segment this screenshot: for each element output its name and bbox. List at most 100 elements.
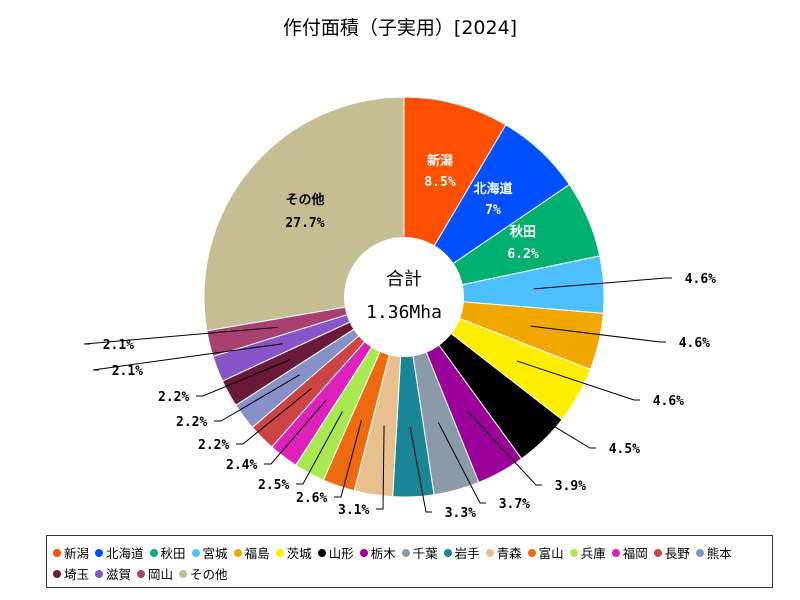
legend-label: 新潟 [64, 546, 90, 561]
legend-item: 岩手 [443, 542, 480, 563]
chart-title: 作付面積（子実用）[2024] [283, 17, 517, 39]
slice-value-label: 8.5% [424, 175, 455, 190]
legend-dot-icon [53, 548, 61, 557]
legend-dot-icon [95, 569, 104, 578]
slice-value-label: 4.6% [679, 336, 710, 351]
slice-value-label: 2.1% [103, 338, 134, 353]
slice-value-label: 3.1% [338, 503, 369, 518]
legend-dot-icon [527, 548, 536, 557]
legend-label: 岡山 [148, 567, 174, 582]
leader-line [409, 426, 432, 513]
leader-line [494, 389, 596, 449]
legend-dot-icon [95, 548, 104, 557]
legend-dot-icon [191, 548, 200, 557]
leader-line [236, 387, 312, 445]
leader-line [196, 359, 291, 397]
leader-line [334, 419, 362, 498]
label-leaders [83, 277, 672, 513]
legend-item: 埼玉 [53, 563, 89, 584]
legend-item: 茨城 [275, 542, 312, 563]
legend-item: 兵庫 [569, 542, 606, 563]
leader-line [83, 326, 278, 345]
legend-label: 北海道 [106, 546, 144, 561]
legend-item: 青森 [485, 542, 522, 563]
legend-label: 福岡 [622, 546, 648, 561]
leader-line [516, 360, 640, 401]
leader-line [92, 343, 283, 371]
legend-dot-icon [179, 569, 188, 578]
legend-item: 千葉 [401, 542, 438, 563]
legend-label: 栃木 [370, 546, 396, 561]
slice-labels: 新潟 8.5% 北海道 7% 秋田 6.2% 4.6% 4.6% 4.6% 4.5% 3.9% 3.7… [103, 153, 716, 521]
legend-label: 兵庫 [580, 546, 606, 561]
legend: 新潟 北海道 秋田 宮城 福島 茨城 山形 栃木 千葉 岩手 青森 富山 兵庫 福岡 長野 熊本埼玉 滋賀 岡山 そ… [46, 535, 773, 588]
legend-dot-icon [611, 548, 620, 557]
legend-dot-icon [443, 548, 452, 557]
legend-label: 千葉 [412, 546, 438, 561]
legend-label: 青森 [496, 546, 522, 561]
legend-item: 秋田 [149, 542, 186, 563]
legend-label: 富山 [538, 546, 564, 561]
legend-label: 熊本 [706, 546, 732, 561]
legend-dot-icon [275, 548, 284, 557]
leader-line [466, 410, 542, 486]
legend-dot-icon [317, 548, 326, 557]
leader-line [264, 400, 326, 465]
legend-label: その他 [190, 567, 228, 582]
legend-dot-icon [233, 548, 242, 557]
legend-item: 熊本 [695, 542, 732, 563]
slice-value-label: 3.3% [445, 506, 476, 521]
slice-name-label: 新潟 [427, 153, 453, 169]
leader-line [296, 411, 343, 485]
legend-item: 長野 [653, 542, 690, 563]
slice-value-label: 3.9% [555, 479, 586, 494]
leader-line [533, 277, 672, 290]
slice-value-label: 4.5% [609, 442, 640, 457]
legend-label: 埼玉 [64, 567, 90, 582]
slice-value-label: 3.7% [499, 497, 530, 512]
slice-value-label: 2.2% [198, 438, 229, 453]
legend-item: 福島 [233, 542, 270, 563]
slice-value-label: 2.1% [112, 364, 143, 379]
legend-item: 北海道 [95, 542, 144, 563]
legend-label: 岩手 [454, 546, 480, 561]
center-value: 1.36Mha [366, 302, 442, 323]
legend-dot-icon [137, 569, 146, 578]
legend-item: 福岡 [611, 542, 648, 563]
leader-line [376, 425, 385, 510]
center-hole [344, 237, 464, 357]
legend-item: その他 [179, 563, 228, 584]
legend-item: 山形 [317, 542, 354, 563]
legend-item: 岡山 [137, 563, 173, 584]
legend-dot-icon [149, 548, 158, 557]
legend-item: 滋賀 [95, 563, 131, 584]
slice-value-label: 2.2% [176, 415, 207, 430]
leader-line [437, 422, 486, 504]
slice-value-label: 2.4% [226, 458, 257, 473]
slice-value-label: 4.6% [685, 272, 716, 287]
legend-label: 滋賀 [106, 567, 132, 582]
slice-value-label: 4.6% [653, 394, 684, 409]
slice-value-label: 6.2% [507, 247, 538, 262]
legend-item: 宮城 [191, 542, 228, 563]
legend-label: 福島 [244, 546, 270, 561]
slice-value-label: 2.5% [258, 478, 289, 493]
slice-value-label: 2.2% [158, 390, 189, 405]
legend-dot-icon [359, 548, 368, 557]
slice-name-label: その他 [285, 192, 324, 208]
legend-label: 秋田 [160, 546, 186, 561]
slice-name-label: 秋田 [510, 224, 536, 240]
legend-label: 茨城 [286, 546, 312, 561]
legend-item: 新潟 [53, 542, 89, 563]
leader-line [214, 374, 301, 422]
leader-line [530, 325, 666, 343]
legend-item: 富山 [527, 542, 564, 563]
center-label: 合計 [386, 269, 422, 290]
slice-value-label: 7% [485, 203, 501, 218]
legend-label: 宮城 [202, 546, 228, 561]
slice-name-label: 北海道 [473, 181, 512, 197]
legend-label: 長野 [664, 546, 690, 561]
legend-dot-icon [695, 548, 704, 557]
legend-label: 山形 [328, 546, 354, 561]
